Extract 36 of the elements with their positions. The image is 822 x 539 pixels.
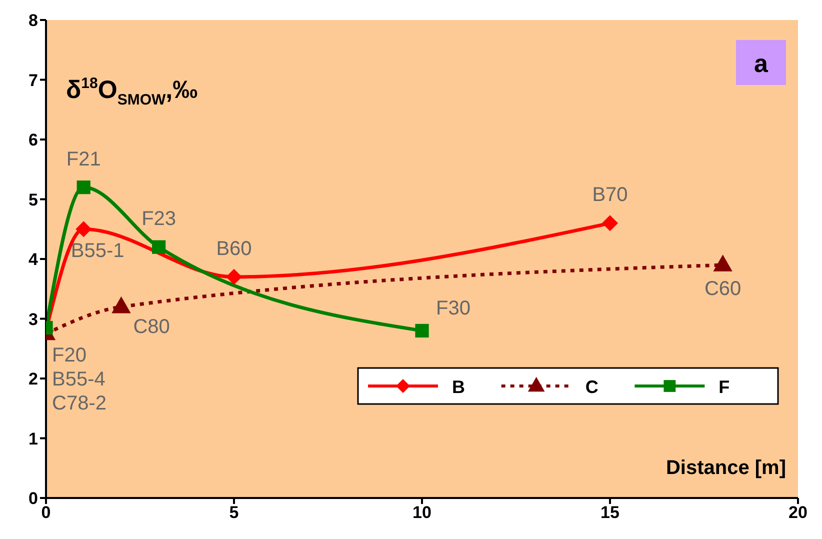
- y-tick-label: 8: [28, 11, 38, 30]
- y-tick-label: 4: [28, 250, 39, 270]
- y-tick-label: 1: [28, 429, 38, 448]
- annotation: C80: [133, 316, 170, 338]
- annotation: F21: [66, 148, 101, 170]
- y-tick-label: 0: [28, 489, 38, 508]
- annotation: B55-4: [52, 368, 106, 391]
- x-tick-label: 20: [788, 503, 808, 522]
- x-axis-title: Distance [m]: [666, 457, 786, 479]
- y-tick-label: 5: [28, 190, 38, 210]
- point: [76, 221, 92, 238]
- x-tick-label: 0: [41, 503, 51, 522]
- y-tick-label: 6: [28, 130, 38, 150]
- annotation: F30: [436, 298, 470, 320]
- annotation: F20: [52, 344, 86, 367]
- point: [226, 268, 242, 285]
- annotation: F23: [142, 208, 176, 230]
- y-tick-label: 7: [28, 70, 38, 90]
- legend-label: C: [585, 377, 598, 397]
- annotation: B70: [592, 184, 628, 206]
- annotation: B60: [216, 238, 252, 260]
- annotation: a: [754, 50, 770, 78]
- legend-label: B: [452, 377, 465, 397]
- point: [415, 324, 429, 338]
- legend-label: F: [718, 377, 730, 397]
- point: [602, 215, 618, 232]
- y-tick-label: 3: [28, 310, 38, 329]
- x-tick-label: 15: [600, 503, 620, 522]
- x-tick-label: 5: [229, 503, 239, 522]
- annotation: C60: [704, 278, 742, 300]
- annotation: C78-2: [52, 392, 106, 415]
- y-tick-label: 2: [28, 370, 38, 389]
- annotation: B55-1: [70, 240, 124, 262]
- point: [76, 180, 90, 194]
- point: [152, 240, 166, 254]
- x-tick-label: 10: [412, 503, 432, 522]
